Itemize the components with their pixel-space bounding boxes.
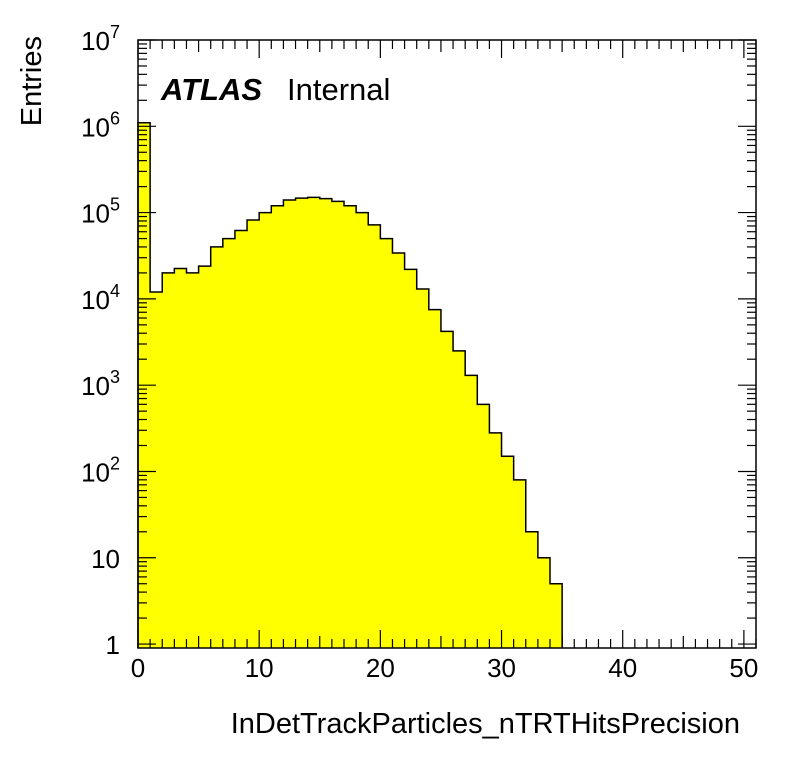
histogram-bar — [465, 375, 478, 648]
histogram-bar — [416, 289, 430, 648]
histogram-bar — [550, 583, 563, 648]
y-tick-label: 104 — [81, 281, 120, 315]
histogram-bar — [440, 331, 454, 648]
histogram-bar — [198, 266, 212, 648]
histogram-bar — [525, 531, 539, 648]
x-tick-label: 50 — [729, 653, 758, 683]
histogram-outline — [137, 121, 563, 648]
histogram-bar — [283, 199, 297, 648]
histogram-bar — [247, 220, 260, 649]
histogram-bar — [307, 197, 321, 648]
histogram-bar — [259, 212, 272, 648]
histogram-bar — [162, 272, 175, 648]
internal-label: Internal — [287, 72, 390, 107]
histogram-bar — [150, 292, 163, 648]
histogram-bar — [489, 432, 503, 648]
x-tick-label: 30 — [487, 653, 516, 683]
x-tick-label: 20 — [366, 653, 395, 683]
histogram-bar — [453, 350, 466, 648]
histogram-bar — [271, 205, 285, 648]
histogram-bars — [138, 122, 563, 649]
histogram-bar — [380, 238, 394, 648]
x-tick-labels: 0 10 20 30 40 50 — [131, 653, 759, 683]
histogram-bar — [392, 253, 406, 649]
y-axis-title: Entries — [16, 36, 48, 126]
y-tick-label: 105 — [81, 195, 120, 229]
histogram-bar — [210, 246, 224, 648]
histogram-bar — [234, 230, 248, 648]
histogram-bar — [174, 268, 188, 648]
x-tick-label: 0 — [131, 653, 145, 683]
y-tick-labels: 1 10 102 103 104 105 106 107 — [81, 22, 120, 660]
plot-frame — [137, 39, 757, 649]
histogram-bar — [344, 205, 357, 648]
histogram-bar — [222, 238, 236, 648]
y-tick-label: 106 — [81, 108, 120, 142]
x-tick-label: 40 — [608, 653, 637, 683]
y-tick-label: 103 — [81, 367, 120, 401]
x-tick-label: 10 — [245, 653, 274, 683]
histogram-bar — [428, 309, 442, 648]
histogram-bar — [295, 198, 309, 648]
histogram-bar — [404, 269, 418, 648]
histogram-bar — [537, 557, 551, 648]
y-tick-label: 102 — [81, 453, 120, 487]
x-axis-title: InDetTrackParticles_nTRTHitsPrecision — [231, 708, 740, 740]
y-tick-label: 10 — [91, 544, 120, 574]
histogram-bar — [186, 272, 200, 648]
histogram-bar — [368, 224, 381, 648]
histogram-bar — [513, 479, 527, 648]
y-tick-label: 1 — [106, 630, 120, 660]
axis-ticks — [137, 39, 757, 648]
histogram-bar — [501, 456, 515, 648]
histogram-bar — [331, 201, 345, 648]
y-tick-label: 107 — [81, 22, 120, 56]
histogram-bar — [356, 212, 369, 648]
histogram-bar — [319, 198, 333, 648]
atlas-label: ATLAS — [160, 72, 262, 107]
histogram-bar — [477, 404, 491, 648]
